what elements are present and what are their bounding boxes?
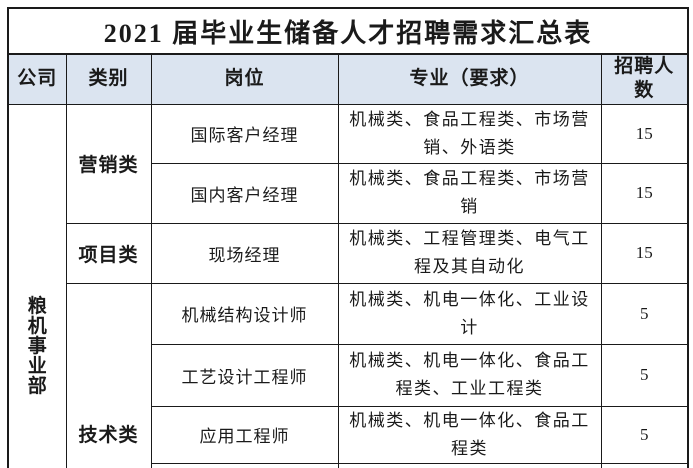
position-cell: 国内客户经理 xyxy=(150,162,339,224)
headcount-cell-empty xyxy=(600,462,689,468)
major-cell: 机械类、食品工程类、市场营 销、外语类 xyxy=(337,103,602,164)
category-cell-technology: 技术类 xyxy=(65,282,152,468)
major-cell-empty xyxy=(337,462,602,468)
header-row: 公司 类别 岗位 专业（要求） 招聘人 数 xyxy=(7,53,689,105)
header-position: 岗位 xyxy=(150,53,339,105)
header-headcount: 招聘人 数 xyxy=(600,53,689,105)
table-row: 粮机事业部 营销类 国际客户经理 机械类、食品工程类、市场营 销、外语类 15 xyxy=(7,103,689,468)
headcount-cell: 15 xyxy=(600,162,689,224)
major-cell: 机械类、工程管理类、电气工 程及其自动化 xyxy=(337,222,602,284)
headcount-cell: 15 xyxy=(600,103,689,164)
header-category: 类别 xyxy=(65,53,152,105)
major-cell: 机械类、食品工程类、市场营 销 xyxy=(337,162,602,224)
company-name: 粮机事业部 xyxy=(27,296,47,398)
position-cell: 应用工程师 xyxy=(150,405,339,464)
category-cell-marketing: 营销类 xyxy=(65,103,152,224)
table-row: 项目类 现场经理 机械类、工程管理类、电气工 程及其自动化 15 xyxy=(8,222,689,284)
major-cell: 机械类、机电一体化、食品工 程类 xyxy=(337,405,602,464)
position-cell-empty xyxy=(150,462,339,468)
position-cell: 机械结构设计师 xyxy=(150,282,339,345)
header-company: 公司 xyxy=(7,53,67,105)
table-row: 工艺设计工程师 机械类、机电一体化、食品工 程类、工业工程类 5 xyxy=(8,343,689,407)
recruitment-table: 2021 届毕业生储备人才招聘需求汇总表 公司 类别 岗位 专业（要求） 招聘人… xyxy=(7,7,689,468)
category-cell-project: 项目类 xyxy=(65,222,152,284)
table-row: 技术类 机械结构设计师 机械类、机电一体化、工业设 计 5 xyxy=(8,282,689,468)
position-cell: 工艺设计工程师 xyxy=(150,343,339,407)
major-cell: 机械类、机电一体化、工业设 计 xyxy=(337,282,602,345)
table-row: 国内客户经理 机械类、食品工程类、市场营 销 15 xyxy=(8,162,689,224)
headcount-cell: 15 xyxy=(600,222,689,284)
position-cell: 国际客户经理 xyxy=(150,103,339,164)
headcount-cell: 5 xyxy=(600,405,689,464)
title-row: 2021 届毕业生储备人才招聘需求汇总表 xyxy=(7,7,689,55)
position-cell: 现场经理 xyxy=(150,222,339,284)
category-label: 技术类 xyxy=(78,425,139,447)
headcount-cell: 5 xyxy=(600,343,689,407)
headcount-cell: 5 xyxy=(600,282,689,345)
header-major: 专业（要求） xyxy=(337,53,602,105)
table-row-partial xyxy=(8,462,689,468)
company-cell: 粮机事业部 xyxy=(7,103,67,468)
table-title: 2021 届毕业生储备人才招聘需求汇总表 xyxy=(7,7,689,55)
major-cell: 机械类、机电一体化、食品工 程类、工业工程类 xyxy=(337,343,602,407)
table-container: 2021 届毕业生储备人才招聘需求汇总表 公司 类别 岗位 专业（要求） 招聘人… xyxy=(7,7,689,468)
